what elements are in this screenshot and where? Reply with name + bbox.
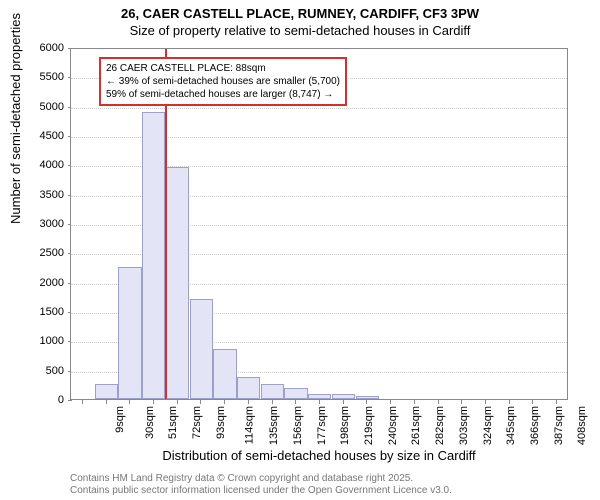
y-tick-label: 3500 — [40, 189, 64, 201]
histogram-bar — [95, 384, 118, 399]
y-tick-label: 4500 — [40, 130, 64, 142]
histogram-bar — [237, 377, 260, 399]
x-tick-label: 408sqm — [577, 406, 589, 445]
x-tick-mark — [319, 400, 320, 404]
x-tick-mark — [106, 400, 107, 404]
x-tick-label: 282sqm — [434, 406, 446, 445]
x-tick-mark — [82, 400, 83, 404]
x-tick-label: 198sqm — [339, 406, 351, 445]
x-tick-mark — [248, 400, 249, 404]
x-tick-label: 345sqm — [505, 406, 517, 445]
histogram-bar — [213, 349, 236, 399]
x-tick-mark — [366, 400, 367, 404]
callout-box: 26 CAER CASTELL PLACE: 88sqm ← 39% of se… — [99, 57, 347, 106]
x-tick-mark — [509, 400, 510, 404]
x-tick-mark — [414, 400, 415, 404]
y-tick-label: 3000 — [40, 218, 64, 230]
histogram-bar — [190, 299, 213, 399]
x-tick-mark — [200, 400, 201, 404]
x-tick-mark — [532, 400, 533, 404]
histogram-bar — [118, 267, 141, 399]
callout-line2: ← 39% of semi-detached houses are smalle… — [106, 75, 340, 88]
y-tick-label: 5000 — [40, 101, 64, 113]
x-tick-mark — [438, 400, 439, 404]
x-tick-mark — [129, 400, 130, 404]
y-tick-label: 0 — [58, 394, 64, 406]
histogram-bar — [261, 384, 284, 399]
chart-title-line1: 26, CAER CASTELL PLACE, RUMNEY, CARDIFF,… — [0, 6, 600, 21]
x-tick-mark — [295, 400, 296, 404]
x-tick-label: 114sqm — [244, 406, 256, 444]
y-axis-ticks: 0500100015002000250030003500400045005000… — [0, 48, 68, 400]
histogram-bar — [142, 112, 165, 399]
y-tick-label: 2500 — [40, 247, 64, 259]
histogram-bar — [284, 388, 307, 399]
histogram-bar — [166, 167, 189, 399]
x-tick-mark — [153, 400, 154, 404]
x-tick-label: 156sqm — [292, 406, 304, 445]
callout-line1: 26 CAER CASTELL PLACE: 88sqm — [106, 62, 340, 75]
plot-area: 26 CAER CASTELL PLACE: 88sqm ← 39% of se… — [70, 48, 568, 400]
y-tick-label: 2000 — [40, 277, 64, 289]
x-tick-label: 30sqm — [144, 406, 156, 439]
x-tick-mark — [177, 400, 178, 404]
y-tick-label: 5500 — [40, 71, 64, 83]
y-tick-label: 6000 — [40, 42, 64, 54]
x-tick-label: 219sqm — [363, 406, 375, 445]
x-tick-label: 387sqm — [553, 406, 565, 445]
x-axis-label: Distribution of semi-detached houses by … — [70, 448, 568, 463]
y-tick-label: 500 — [46, 365, 64, 377]
y-tick-label: 1000 — [40, 335, 64, 347]
x-tick-label: 93sqm — [215, 406, 227, 439]
x-tick-mark — [224, 400, 225, 404]
x-tick-mark — [272, 400, 273, 404]
x-tick-label: 51sqm — [167, 406, 179, 439]
x-tick-label: 303sqm — [458, 406, 470, 445]
gridline — [71, 108, 567, 109]
histogram-bar — [356, 396, 379, 399]
x-tick-mark — [485, 400, 486, 404]
chart-title-line2: Size of property relative to semi-detach… — [0, 23, 600, 38]
x-tick-mark — [343, 400, 344, 404]
y-tick-label: 4000 — [40, 159, 64, 171]
histogram-bar — [332, 394, 355, 399]
footer-line2: Contains public sector information licen… — [70, 485, 452, 496]
x-tick-label: 177sqm — [316, 406, 328, 445]
x-tick-mark — [390, 400, 391, 404]
chart-title-block: 26, CAER CASTELL PLACE, RUMNEY, CARDIFF,… — [0, 6, 600, 38]
x-tick-label: 366sqm — [529, 406, 541, 445]
x-tick-mark — [556, 400, 557, 404]
x-tick-mark — [461, 400, 462, 404]
y-tick-label: 1500 — [40, 306, 64, 318]
footer-line1: Contains HM Land Registry data © Crown c… — [70, 473, 413, 484]
x-tick-label: 9sqm — [114, 406, 126, 433]
histogram-bar — [308, 394, 331, 399]
x-tick-label: 72sqm — [191, 406, 203, 439]
x-tick-label: 261sqm — [411, 406, 423, 445]
callout-line3: 59% of semi-detached houses are larger (… — [106, 88, 340, 101]
x-tick-label: 135sqm — [268, 406, 280, 445]
x-tick-label: 240sqm — [387, 406, 399, 445]
x-tick-label: 324sqm — [482, 406, 494, 445]
